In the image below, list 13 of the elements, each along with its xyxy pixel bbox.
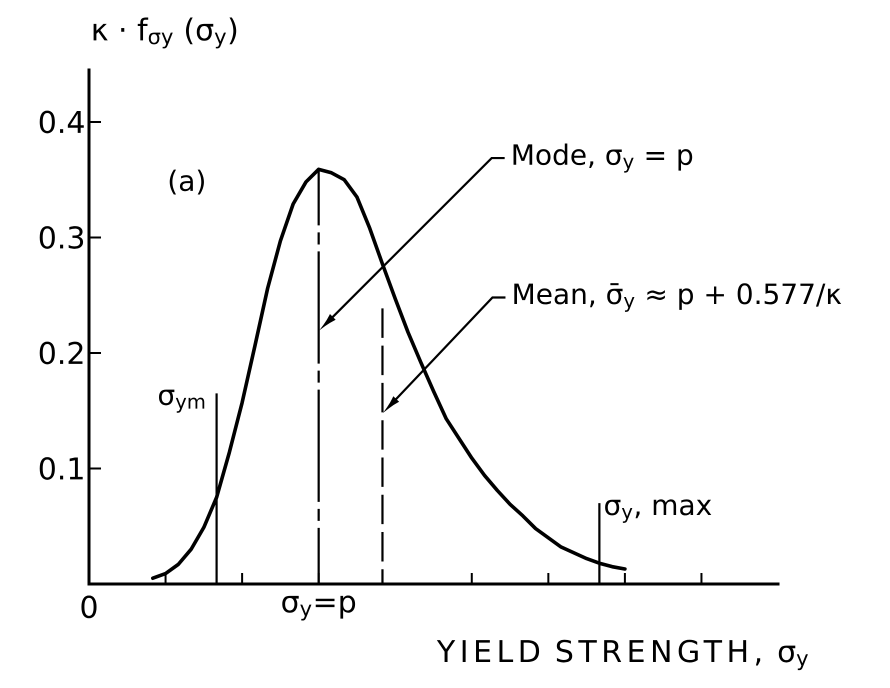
x-axis-title: YIELD STRENGTH, σ$_{y}$ [436, 640, 808, 670]
annotation: (a) [170, 170, 204, 195]
series-label: σ$_{y}$, max [605, 499, 712, 523]
y-tick-label: 0.1 [40, 457, 83, 480]
annotation: Mean, σ̄$_{y}$ ≈ p + 0.577/κ [514, 283, 842, 312]
y-tick-label: 0.4 [40, 110, 84, 134]
y-axis-title: κ · f$_{σy}$ (σ$_{y}$) [94, 18, 236, 48]
y-tick-label: 0.2 [40, 342, 82, 364]
y-tick-label: 0.3 [40, 226, 84, 249]
x-tick-label: σ$_{y}$=p [282, 596, 356, 620]
x-tick-label: 0 [81, 596, 97, 618]
annotation: Mode, σ$_{y}$ = p [514, 144, 692, 173]
series-label: σ$_{ym}$ [158, 390, 204, 413]
